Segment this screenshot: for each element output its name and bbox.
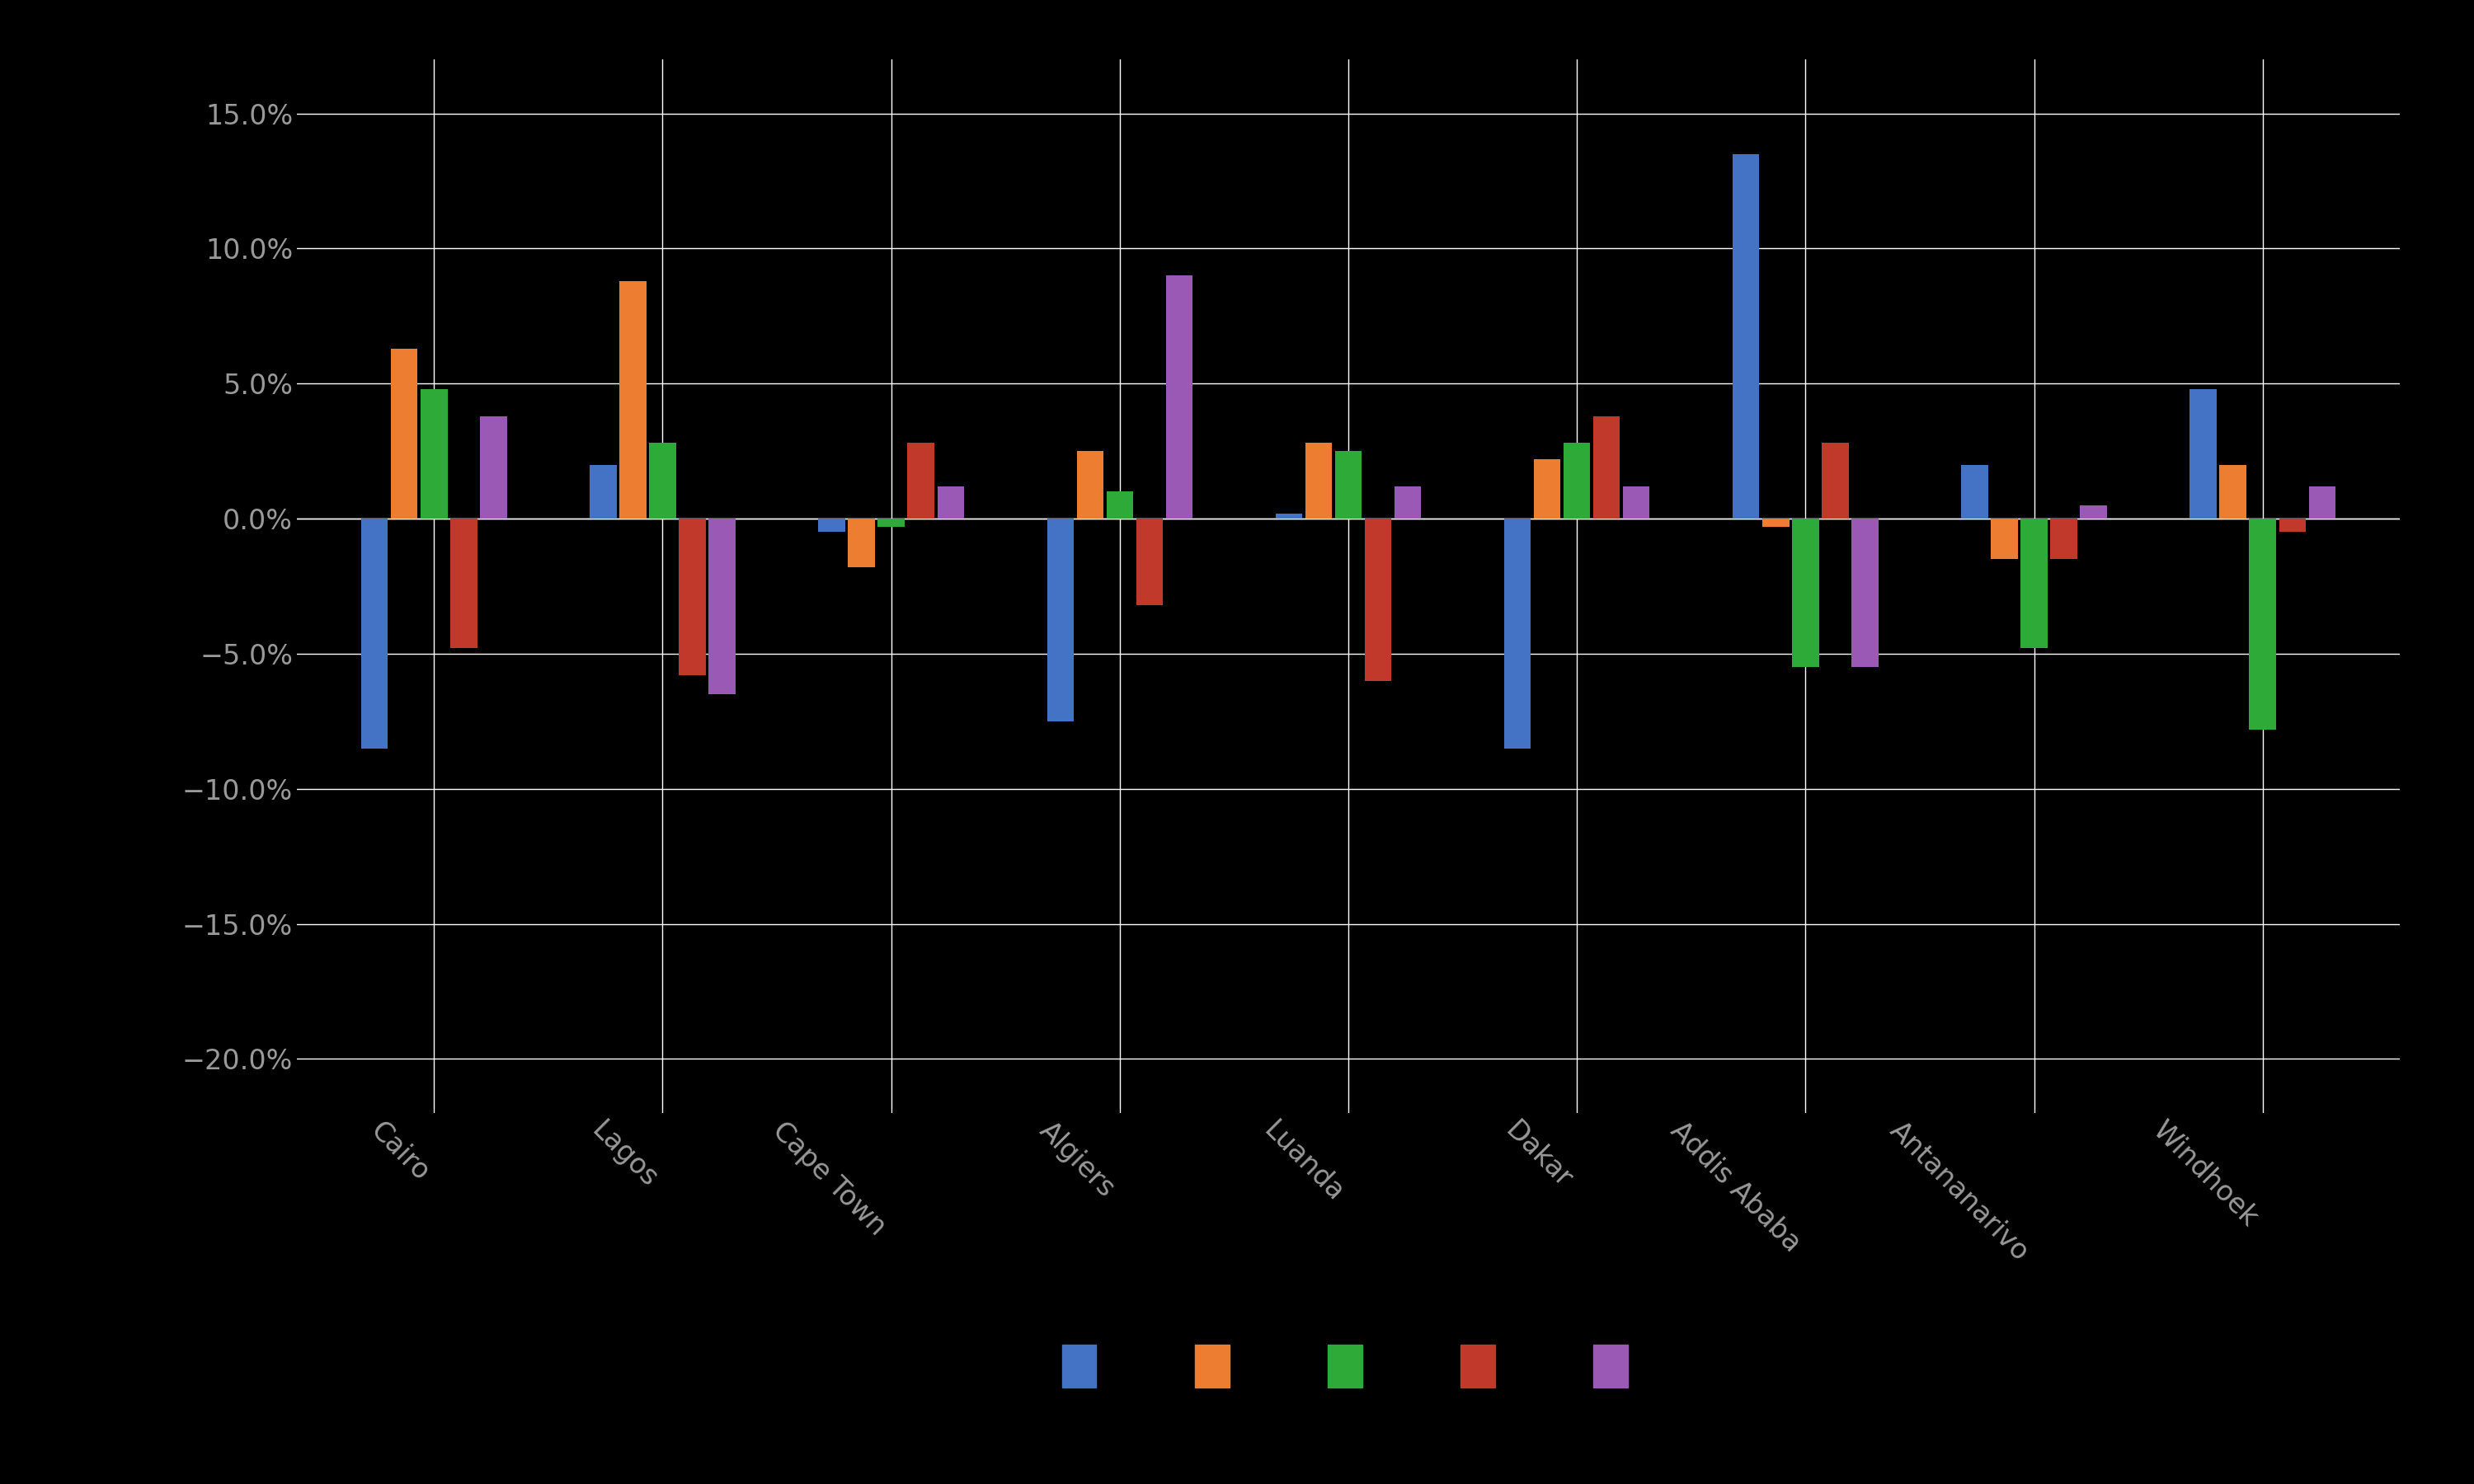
Bar	[1564, 444, 1591, 518]
Legend: , , , , : , , , ,	[1054, 1336, 1643, 1396]
Bar	[2021, 518, 2048, 649]
Bar	[1504, 518, 1531, 748]
Bar	[2051, 518, 2078, 559]
Bar	[589, 464, 616, 518]
Bar	[938, 487, 965, 518]
Bar	[1761, 518, 1789, 527]
Bar	[2249, 518, 2276, 729]
Bar	[2081, 505, 2108, 518]
Bar	[361, 518, 388, 748]
Bar	[1593, 416, 1620, 518]
Bar	[391, 349, 418, 518]
Bar	[908, 444, 935, 518]
Bar	[1277, 513, 1301, 518]
Bar	[2308, 487, 2335, 518]
Bar	[618, 280, 646, 518]
Bar	[1962, 464, 1989, 518]
Bar	[1366, 518, 1390, 681]
Bar	[2219, 464, 2246, 518]
Bar	[1106, 491, 1133, 518]
Bar	[421, 389, 448, 518]
Bar	[819, 518, 846, 533]
Bar	[1395, 487, 1420, 518]
Bar	[450, 518, 477, 649]
Bar	[1136, 518, 1163, 605]
Bar	[1534, 459, 1561, 518]
Bar	[2279, 518, 2306, 533]
Bar	[678, 518, 705, 675]
Bar	[1732, 154, 1759, 518]
Bar	[1851, 518, 1878, 668]
Bar	[648, 444, 675, 518]
Bar	[1791, 518, 1818, 668]
Bar	[1821, 444, 1848, 518]
Bar	[2189, 389, 2217, 518]
Bar	[1992, 518, 2019, 559]
Bar	[1076, 451, 1103, 518]
Bar	[1165, 276, 1192, 518]
Bar	[480, 416, 507, 518]
Bar	[708, 518, 735, 695]
Bar	[1047, 518, 1074, 721]
Bar	[1336, 451, 1361, 518]
Bar	[878, 518, 905, 527]
Bar	[1623, 487, 1650, 518]
Bar	[1306, 444, 1331, 518]
Bar	[849, 518, 876, 567]
